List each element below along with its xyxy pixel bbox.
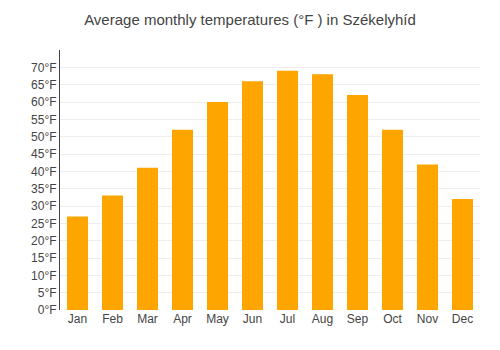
svg-text:May: May: [206, 312, 229, 326]
svg-text:65°F: 65°F: [31, 78, 56, 92]
svg-text:Apr: Apr: [173, 312, 192, 326]
svg-text:60°F: 60°F: [31, 95, 56, 109]
svg-text:55°F: 55°F: [31, 113, 56, 127]
svg-text:10°F: 10°F: [31, 269, 56, 283]
svg-text:Dec: Dec: [452, 312, 473, 326]
svg-text:Jan: Jan: [68, 312, 87, 326]
svg-text:Aug: Aug: [312, 312, 333, 326]
svg-text:Jul: Jul: [280, 312, 295, 326]
svg-text:Oct: Oct: [383, 312, 402, 326]
svg-text:50°F: 50°F: [31, 130, 56, 144]
svg-text:30°F: 30°F: [31, 199, 56, 213]
svg-text:45°F: 45°F: [31, 147, 56, 161]
svg-text:25°F: 25°F: [31, 217, 56, 231]
svg-text:Feb: Feb: [102, 312, 123, 326]
svg-text:5°F: 5°F: [38, 286, 57, 300]
svg-text:0°F: 0°F: [38, 303, 57, 317]
svg-text:Mar: Mar: [137, 312, 158, 326]
svg-text:20°F: 20°F: [31, 234, 56, 248]
svg-text:70°F: 70°F: [31, 61, 56, 75]
svg-text:Jun: Jun: [243, 312, 262, 326]
svg-text:Nov: Nov: [417, 312, 438, 326]
svg-text:Sep: Sep: [347, 312, 369, 326]
svg-text:15°F: 15°F: [31, 251, 56, 265]
svg-text:Average monthly temperatures (: Average monthly temperatures (°F ) in Sz…: [84, 11, 416, 28]
svg-text:40°F: 40°F: [31, 165, 56, 179]
svg-text:35°F: 35°F: [31, 182, 56, 196]
